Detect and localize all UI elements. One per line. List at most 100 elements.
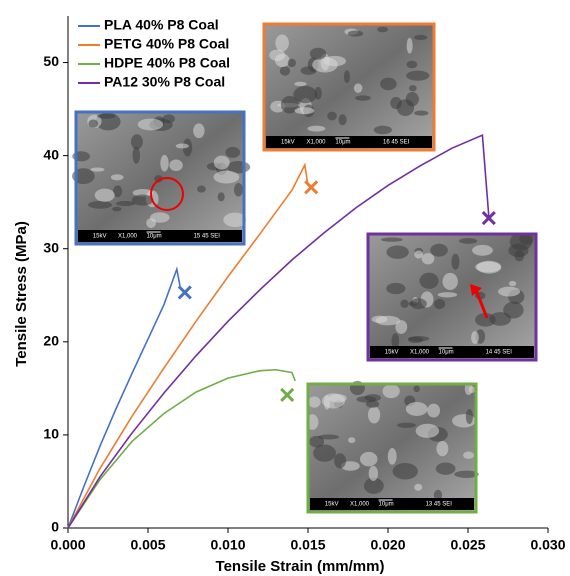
inset-texture (72, 168, 95, 185)
failure-marker-stroke (280, 387, 295, 402)
inset-texture (395, 320, 408, 334)
inset-caption: 15kV (281, 140, 295, 146)
y-tick-label: 40 (43, 146, 59, 162)
failure-marker (280, 387, 295, 402)
inset-texture (519, 233, 534, 245)
inset-caption: 15 45 SEI (194, 234, 221, 240)
inset-texture (162, 114, 175, 124)
failure-marker (304, 180, 319, 195)
inset-texture (377, 26, 389, 33)
x-axis-label: Tensile Strain (mm/mm) (216, 558, 385, 575)
x-tick-label: 0.025 (450, 537, 485, 553)
inset-texture (137, 118, 164, 131)
inset-texture (197, 185, 206, 193)
inset-texture (334, 453, 347, 469)
inset-texture (400, 299, 409, 308)
x-tick-label: 0.000 (50, 537, 85, 553)
inset-texture (314, 86, 322, 100)
y-tick-label: 0 (51, 519, 59, 535)
inset-texture (463, 451, 475, 459)
inset-texture (427, 403, 441, 418)
inset-caption: 16 45 SEI (383, 140, 410, 146)
inset-caption: 10μm (439, 350, 454, 356)
y-tick-label: 10 (43, 426, 59, 442)
inset-texture (386, 245, 409, 259)
inset-texture (392, 463, 418, 480)
inset-texture (406, 60, 418, 69)
inset-texture (363, 477, 384, 494)
x-tick-label: 0.020 (370, 537, 405, 553)
inset-texture (132, 146, 141, 164)
inset-texture (88, 200, 112, 209)
inset-texture (503, 301, 524, 319)
inset-texture (287, 58, 296, 68)
inset-texture (131, 194, 154, 206)
inset-border (74, 110, 246, 246)
y-tick-label: 30 (43, 239, 59, 255)
inset-texture (217, 192, 225, 202)
inset-texture (88, 119, 99, 128)
inset-texture (475, 261, 501, 273)
inset-scalebar-strip (266, 136, 432, 148)
inset-texture (347, 30, 364, 37)
inset-texture (154, 175, 163, 183)
inset-texture (327, 111, 337, 121)
inset-texture (353, 83, 363, 93)
inset-texture (380, 77, 397, 91)
inset-texture (115, 200, 136, 207)
inset-texture (471, 331, 479, 344)
inset-caption: 10μm (147, 234, 162, 240)
inset-texture (213, 170, 240, 184)
inset-texture (371, 315, 388, 323)
inset-texture (294, 81, 307, 87)
inset-texture (419, 272, 439, 289)
x-tick-label: 0.010 (210, 537, 245, 553)
failure-marker (481, 210, 496, 226)
inset-texture (341, 461, 360, 471)
inset-texture (414, 483, 423, 491)
x-tick-label: 0.015 (290, 537, 325, 553)
inset-texture (437, 292, 458, 298)
inset-texture (368, 465, 379, 481)
inset-texture (430, 243, 448, 257)
inset-texture (382, 384, 400, 399)
inset-texture (414, 34, 428, 41)
inset-texture (433, 298, 446, 310)
inset-caption: X1,000 (118, 234, 138, 240)
x-tick-label: 0.005 (130, 537, 165, 553)
inset-texture (175, 143, 189, 149)
inset-scalebar-strip (310, 498, 474, 510)
inset-texture (112, 206, 122, 212)
inset-texture (433, 489, 443, 501)
inset-texture (475, 312, 496, 327)
inset-texture (380, 237, 403, 242)
inset-texture (113, 185, 123, 198)
inset-texture (408, 85, 417, 92)
failure-marker-stroke (481, 210, 496, 226)
inset-texture (309, 435, 325, 448)
inset-texture (465, 409, 473, 425)
inset-texture (373, 125, 392, 135)
inset-texture (436, 440, 449, 457)
inset-texture (293, 85, 318, 104)
failure-marker-stroke (177, 285, 192, 300)
inset-caption: 10μm (335, 140, 350, 146)
inset-texture (160, 154, 169, 172)
highlight-arrow (474, 289, 489, 319)
inset-texture (169, 159, 183, 172)
inset-texture (386, 282, 406, 295)
inset-texture (233, 183, 244, 197)
inset-texture (508, 243, 529, 258)
inset-caption: X1,000 (410, 350, 430, 356)
inset-texture (454, 470, 479, 478)
inset-texture (414, 110, 429, 116)
inset-scalebar-strip (78, 230, 242, 242)
inset-texture (213, 155, 230, 170)
inset-texture (435, 462, 456, 475)
series-line (67, 368, 296, 529)
inset-texture (223, 212, 247, 228)
highlight-arrow-head (470, 284, 482, 296)
inset-texture (508, 280, 517, 287)
inset-texture (413, 385, 420, 393)
